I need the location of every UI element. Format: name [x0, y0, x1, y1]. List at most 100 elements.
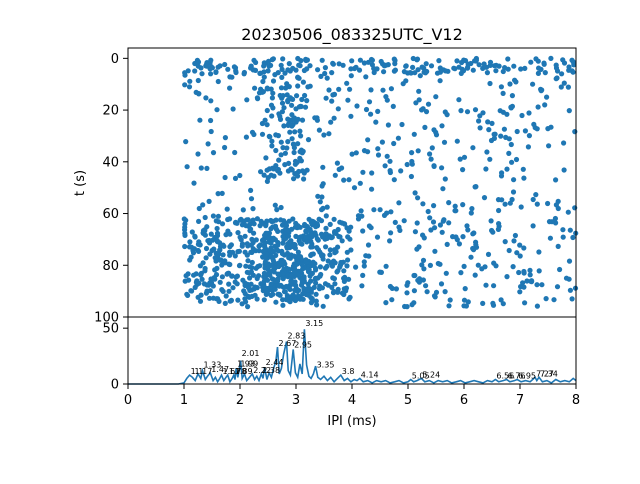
scatter-point [297, 155, 303, 161]
scatter-point [280, 297, 286, 303]
scatter-point [534, 282, 540, 288]
scatter-point [327, 247, 333, 253]
scatter-point [399, 121, 405, 128]
peak-label: 2.01 [242, 349, 260, 358]
scatter-point [561, 140, 567, 146]
scatter-point [209, 65, 215, 71]
scatter-point [284, 245, 290, 251]
scatter-point [271, 258, 277, 265]
scatter-point [420, 257, 427, 263]
scatter-point [327, 252, 333, 258]
scatter-ytick-label: 20 [102, 104, 119, 119]
scatter-point [330, 92, 336, 98]
scatter-point [305, 281, 311, 287]
scatter-point [280, 93, 286, 99]
scatter-point [459, 59, 465, 66]
peak-label: 3.15 [305, 319, 323, 328]
scatter-point [258, 169, 264, 175]
scatter-point [485, 251, 492, 257]
scatter-point [273, 147, 279, 154]
scatter-point [415, 277, 421, 283]
scatter-point [349, 58, 355, 64]
scatter-point [275, 291, 281, 297]
scatter-point [392, 67, 398, 73]
scatter-point [329, 284, 335, 290]
scatter-point [246, 270, 252, 276]
scatter-point [506, 247, 512, 254]
scatter-point [240, 277, 246, 283]
scatter-point [443, 270, 449, 276]
scatter-point [541, 61, 547, 67]
scatter-point [536, 249, 542, 255]
scatter-point [323, 231, 329, 237]
scatter-point [443, 68, 449, 74]
scatter-point [302, 92, 308, 99]
scatter-point [223, 293, 229, 299]
scatter-point [432, 225, 438, 231]
scatter-point [490, 302, 497, 308]
scatter-point [371, 69, 377, 76]
scatter-point [203, 95, 209, 101]
peak-labels: 1.11.171.331.471.671.781.891.931.992.012… [191, 319, 558, 380]
scatter-point [196, 239, 202, 245]
scatter-point [289, 244, 295, 250]
line-xtick-label: 1 [180, 393, 188, 408]
scatter-point [303, 228, 309, 234]
scatter-point [210, 213, 216, 219]
scatter-point [195, 151, 201, 157]
peak-label: 7.27 [536, 369, 554, 378]
peak-label: 1.1 [191, 367, 204, 376]
scatter-point [261, 74, 267, 80]
scatter-point [407, 70, 413, 76]
scatter-y-axis: 0 20 40 60 80 100 [94, 52, 128, 326]
scatter-point [279, 74, 285, 80]
peak-label: 6.76 [508, 372, 526, 381]
scatter-title: 20230506_083325UTC_V12 [241, 25, 463, 45]
scatter-point [401, 218, 407, 224]
scatter-point [522, 65, 528, 71]
scatter-point [203, 245, 210, 252]
scatter-point [230, 106, 236, 112]
scatter-point [182, 243, 188, 250]
scatter-point [315, 237, 321, 243]
scatter-point [528, 59, 534, 65]
scatter-point [391, 177, 397, 183]
scatter-point [204, 165, 210, 171]
scatter-point [274, 207, 280, 213]
scatter-point [391, 140, 397, 147]
scatter-point [331, 115, 337, 121]
scatter-point [534, 303, 541, 309]
scatter-point [215, 213, 221, 219]
scatter-point [208, 71, 214, 77]
scatter-point [324, 204, 330, 210]
scatter-point [462, 286, 468, 292]
scatter-point [303, 234, 309, 240]
scatter-point [278, 62, 284, 68]
scatter-point [197, 117, 203, 123]
scatter-point [484, 149, 490, 155]
scatter-point [219, 190, 225, 196]
scatter-point [334, 269, 340, 275]
scatter-point [285, 116, 291, 122]
scatter-point [522, 300, 528, 306]
scatter-point [440, 186, 446, 192]
scatter-point [554, 284, 561, 290]
scatter-point [262, 117, 268, 123]
scatter-point [323, 95, 329, 101]
scatter-point [301, 67, 307, 74]
scatter-point [284, 227, 290, 233]
scatter-point [206, 198, 212, 204]
scatter-point [186, 84, 193, 90]
scatter-point [387, 283, 393, 290]
scatter-point [305, 287, 311, 293]
ipi-series-line [128, 329, 577, 385]
scatter-point [411, 288, 417, 294]
scatter-point [268, 281, 274, 287]
scatter-point [256, 248, 262, 254]
scatter-point [493, 68, 499, 74]
scatter-point [412, 190, 418, 196]
scatter-point [219, 221, 226, 227]
scatter-point [267, 134, 273, 140]
scatter-point [254, 95, 260, 101]
scatter-point [239, 241, 246, 247]
